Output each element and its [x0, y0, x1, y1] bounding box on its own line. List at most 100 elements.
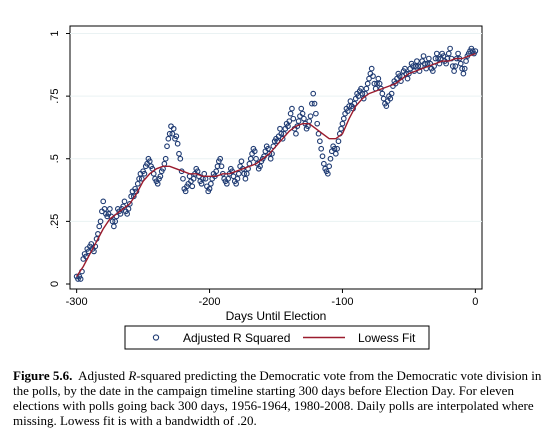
- data-point: [238, 158, 245, 165]
- data-point: [432, 55, 439, 62]
- data-point: [472, 48, 479, 54]
- data-point: [457, 60, 464, 67]
- data-point: [429, 68, 436, 74]
- data-point: [141, 170, 148, 177]
- data-point: [331, 145, 338, 152]
- gridlines: [70, 33, 482, 222]
- data-point: [134, 180, 141, 187]
- x-tick-label: -300: [66, 296, 88, 308]
- data-point: [189, 183, 196, 190]
- data-point: [251, 148, 258, 155]
- data-point: [124, 211, 130, 217]
- data-point: [334, 145, 340, 152]
- data-point: [414, 58, 420, 64]
- data-point: [182, 188, 189, 195]
- data-point: [267, 155, 274, 162]
- data-point: [374, 80, 380, 87]
- data-point: [278, 130, 285, 137]
- data-point: [96, 223, 103, 230]
- data-point: [88, 241, 95, 247]
- data-point: [174, 140, 181, 147]
- data-point: [309, 100, 315, 107]
- data-point: [223, 180, 230, 187]
- data-point: [368, 65, 375, 72]
- caption-label: Figure 5.6.: [13, 368, 73, 383]
- data-point: [392, 80, 399, 87]
- data-point: [387, 95, 394, 102]
- data-point: [359, 90, 366, 97]
- data-point: [451, 68, 457, 74]
- data-point: [109, 218, 116, 225]
- data-point: [257, 163, 263, 170]
- data-point: [217, 155, 224, 162]
- data-point: [101, 205, 108, 212]
- data-point: [230, 173, 237, 180]
- data-point: [383, 103, 390, 110]
- data-point: [293, 130, 299, 137]
- data-point: [190, 175, 197, 182]
- data-point: [121, 198, 128, 205]
- data-point: [173, 133, 180, 140]
- data-point: [404, 75, 411, 82]
- data-point: [344, 108, 351, 115]
- data-point: [420, 53, 427, 59]
- data-point: [310, 90, 317, 97]
- plot-area: [69, 25, 483, 290]
- data-point: [375, 75, 382, 82]
- data-point: [324, 170, 331, 177]
- y-tick-label: 0: [49, 281, 61, 287]
- y-tick-label: .25: [49, 214, 61, 229]
- data-point: [233, 180, 239, 187]
- data-point: [136, 175, 142, 182]
- data-point: [214, 163, 221, 170]
- data-point: [449, 63, 456, 69]
- data-point: [358, 85, 364, 92]
- data-point: [396, 73, 403, 79]
- data-point: [371, 80, 378, 87]
- y-tick-label: .75: [49, 88, 61, 103]
- x-axis-title: Days Until Election: [226, 309, 327, 323]
- data-point: [247, 155, 254, 162]
- data-point: [166, 130, 173, 137]
- data-point: [380, 95, 387, 102]
- scatter-series: [73, 45, 479, 282]
- data-point: [299, 110, 306, 117]
- data-point: [125, 205, 132, 212]
- data-point: [447, 45, 453, 52]
- data-point: [317, 138, 323, 145]
- data-point: [406, 70, 412, 77]
- data-point: [313, 110, 319, 117]
- caption-text-1: Adjusted: [78, 368, 129, 383]
- data-point: [253, 155, 259, 162]
- data-point: [154, 180, 161, 187]
- lowess-line: [76, 52, 476, 277]
- data-point: [107, 205, 113, 212]
- data-point: [311, 100, 318, 107]
- data-point: [459, 65, 465, 72]
- data-point: [415, 63, 422, 69]
- caption-text-2: -squared predicting the Democratic vote …: [13, 368, 542, 428]
- data-point: [366, 75, 372, 82]
- data-point: [97, 218, 104, 225]
- data-point: [327, 155, 334, 162]
- data-point: [176, 150, 182, 157]
- data-point: [332, 150, 339, 157]
- data-point: [112, 218, 119, 225]
- data-point: [461, 65, 468, 72]
- legend-label-line: Lowess Fit: [358, 331, 416, 345]
- data-point: [290, 115, 297, 122]
- data-point: [165, 135, 172, 142]
- data-point: [206, 185, 213, 192]
- data-point: [218, 163, 225, 170]
- data-point: [162, 155, 169, 162]
- data-point: [243, 170, 250, 177]
- data-point: [347, 98, 354, 104]
- data-point: [241, 170, 247, 177]
- data-point: [208, 180, 214, 187]
- data-point: [307, 113, 314, 120]
- data-point: [77, 276, 84, 282]
- data-point: [452, 63, 459, 69]
- legend-box: [124, 325, 430, 350]
- data-point: [301, 115, 307, 122]
